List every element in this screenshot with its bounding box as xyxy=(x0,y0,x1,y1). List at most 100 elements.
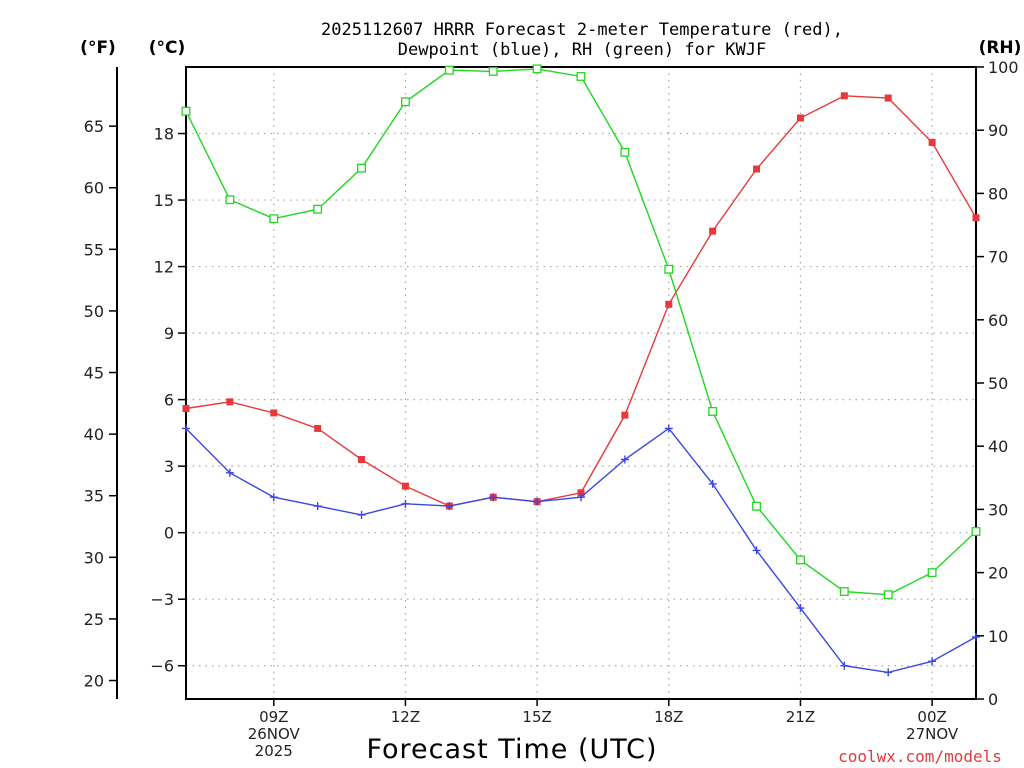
celsius-tick-label: 18 xyxy=(154,125,174,144)
rh-point xyxy=(839,587,849,597)
rh-tick-label: 70 xyxy=(988,248,1008,267)
rh-point xyxy=(225,195,235,205)
temperature-point xyxy=(709,227,717,235)
time-tick-label: 27NOV xyxy=(906,725,959,743)
fahrenheit-tick-label: 20 xyxy=(84,672,104,691)
time-tick-label: 26NOV xyxy=(248,725,301,743)
rh-point xyxy=(488,66,498,76)
celsius-tick-label: −6 xyxy=(150,657,174,676)
celsius-tick-label: 3 xyxy=(164,457,174,476)
dewpoint-point xyxy=(182,424,190,433)
fahrenheit-tick-label: 25 xyxy=(84,610,104,629)
rh-point xyxy=(795,555,805,565)
rh-point xyxy=(620,147,630,157)
temperature-series xyxy=(182,92,980,510)
rh-tick-label: 60 xyxy=(988,311,1008,330)
rh-point xyxy=(269,214,279,224)
temperature-point xyxy=(314,424,322,432)
dewpoint-point xyxy=(928,657,937,666)
dewpoint-point xyxy=(489,493,498,502)
time-tick-label: 12Z xyxy=(391,708,420,726)
temperature-point xyxy=(972,214,980,222)
celsius-tick-label: 0 xyxy=(164,524,174,543)
fahrenheit-tick-label: 45 xyxy=(84,364,104,383)
data-series xyxy=(181,64,981,677)
rh-series xyxy=(181,64,981,600)
temperature-point xyxy=(884,94,892,102)
celsius-tick-label: 15 xyxy=(154,191,174,210)
celsius-tick-label: 6 xyxy=(164,391,174,410)
fahrenheit-tick-label: 55 xyxy=(84,240,104,259)
rh-tick-label: 20 xyxy=(988,564,1008,583)
rh-tick-label: 100 xyxy=(988,58,1019,77)
rh-point xyxy=(181,106,191,116)
time-tick-label: 09Z xyxy=(259,708,288,726)
dewpoint-point xyxy=(884,668,893,677)
rh-point xyxy=(883,590,893,600)
dewpoint-point xyxy=(401,499,410,508)
credit-text: coolwx.com/models xyxy=(838,747,1002,766)
rh-point xyxy=(927,568,937,578)
rh-point xyxy=(400,97,410,107)
temperature-line xyxy=(185,95,977,507)
temperature-point xyxy=(665,300,673,308)
time-tick-label: 18Z xyxy=(654,708,683,726)
temperature-point xyxy=(796,114,804,122)
celsius-tick-label: 9 xyxy=(164,324,174,343)
celsius-tick-label: −3 xyxy=(150,590,174,609)
rh-tick-label: 80 xyxy=(988,184,1008,203)
rh-point xyxy=(444,65,454,75)
rh-line xyxy=(185,68,977,596)
celsius-tick-label: 12 xyxy=(154,258,174,277)
fahrenheit-tick-label: 30 xyxy=(84,548,104,567)
rh-ticks: 0 10 20 30 40 50 60 70 80 90 100 xyxy=(976,58,1019,709)
temperature-point xyxy=(621,411,629,419)
dewpoint-point xyxy=(752,546,761,555)
grid-lines xyxy=(186,67,976,699)
rh-point xyxy=(532,64,542,74)
time-tick-label: 21Z xyxy=(786,708,815,726)
dewpoint-point xyxy=(357,510,366,519)
dewpoint-series xyxy=(182,424,980,677)
temperature-point xyxy=(753,165,761,173)
rh-point xyxy=(752,501,762,511)
dewpoint-point xyxy=(225,468,234,477)
rh-point xyxy=(971,527,981,536)
rh-tick-label: 10 xyxy=(988,627,1008,646)
chart-title-line1: 2025112607 HRRR Forecast 2-meter Tempera… xyxy=(321,20,843,40)
fahrenheit-tick-label: 35 xyxy=(84,487,104,506)
temperature-point xyxy=(358,456,366,464)
fahrenheit-ticks: 20 25 30 35 40 45 50 55 60 65 xyxy=(84,117,117,691)
temperature-point xyxy=(577,489,585,497)
rh-point xyxy=(708,406,718,416)
temperature-point xyxy=(840,92,848,100)
rh-point xyxy=(357,163,367,173)
temperature-point xyxy=(182,405,190,413)
rh-tick-label: 30 xyxy=(988,500,1008,519)
rh-axis-unit: (RH) xyxy=(979,38,1022,58)
fahrenheit-tick-label: 65 xyxy=(84,117,104,136)
dewpoint-point xyxy=(269,493,278,502)
dewpoint-point xyxy=(708,479,717,488)
rh-tick-label: 40 xyxy=(988,437,1008,456)
dewpoint-line xyxy=(185,427,977,674)
temperature-point xyxy=(226,398,234,406)
celsius-ticks: −6 −3 0 3 6 9 12 15 18 xyxy=(150,125,186,676)
dewpoint-point xyxy=(313,502,322,511)
rh-tick-label: 0 xyxy=(988,690,998,709)
dewpoint-point xyxy=(577,493,585,502)
time-tick-label: 2025 xyxy=(255,742,293,760)
rh-tick-label: 90 xyxy=(988,121,1008,140)
temperature-point xyxy=(928,138,936,146)
fahrenheit-tick-label: 50 xyxy=(84,302,104,321)
x-axis-label: Forecast Time (UTC) xyxy=(366,734,657,765)
celsius-axis-unit: (°C) xyxy=(149,38,186,58)
fahrenheit-tick-label: 40 xyxy=(84,425,104,444)
fahrenheit-axis-unit: (°F) xyxy=(80,38,116,58)
rh-point xyxy=(664,264,674,274)
temperature-point xyxy=(401,482,409,490)
fahrenheit-tick-label: 60 xyxy=(84,179,104,198)
temperature-point xyxy=(270,409,278,417)
